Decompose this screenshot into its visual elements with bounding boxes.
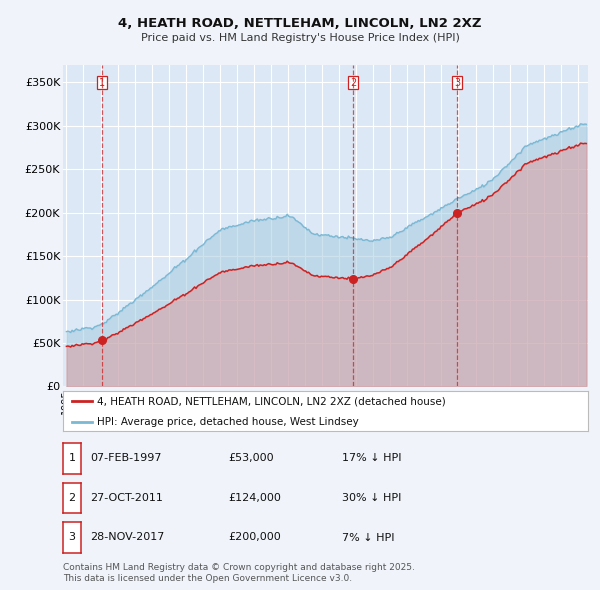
Text: 4, HEATH ROAD, NETTLEHAM, LINCOLN, LN2 2XZ: 4, HEATH ROAD, NETTLEHAM, LINCOLN, LN2 2… xyxy=(118,17,482,30)
Text: 30% ↓ HPI: 30% ↓ HPI xyxy=(342,493,401,503)
Text: Price paid vs. HM Land Registry's House Price Index (HPI): Price paid vs. HM Land Registry's House … xyxy=(140,34,460,43)
Text: Contains HM Land Registry data © Crown copyright and database right 2025.: Contains HM Land Registry data © Crown c… xyxy=(63,563,415,572)
Text: 3: 3 xyxy=(68,533,76,542)
Text: 7% ↓ HPI: 7% ↓ HPI xyxy=(342,533,395,542)
Text: 4, HEATH ROAD, NETTLEHAM, LINCOLN, LN2 2XZ (detached house): 4, HEATH ROAD, NETTLEHAM, LINCOLN, LN2 2… xyxy=(97,396,446,407)
Text: 07-FEB-1997: 07-FEB-1997 xyxy=(90,454,161,463)
Text: £124,000: £124,000 xyxy=(228,493,281,503)
Text: HPI: Average price, detached house, West Lindsey: HPI: Average price, detached house, West… xyxy=(97,417,359,427)
Text: £200,000: £200,000 xyxy=(228,533,281,542)
Text: 1: 1 xyxy=(68,454,76,463)
Text: £53,000: £53,000 xyxy=(228,454,274,463)
Text: 27-OCT-2011: 27-OCT-2011 xyxy=(90,493,163,503)
Text: This data is licensed under the Open Government Licence v3.0.: This data is licensed under the Open Gov… xyxy=(63,574,352,583)
Text: 1: 1 xyxy=(99,78,105,87)
Text: 2: 2 xyxy=(350,78,356,87)
Text: 17% ↓ HPI: 17% ↓ HPI xyxy=(342,454,401,463)
Text: 2: 2 xyxy=(68,493,76,503)
Text: 3: 3 xyxy=(454,78,460,87)
Text: 28-NOV-2017: 28-NOV-2017 xyxy=(90,533,164,542)
